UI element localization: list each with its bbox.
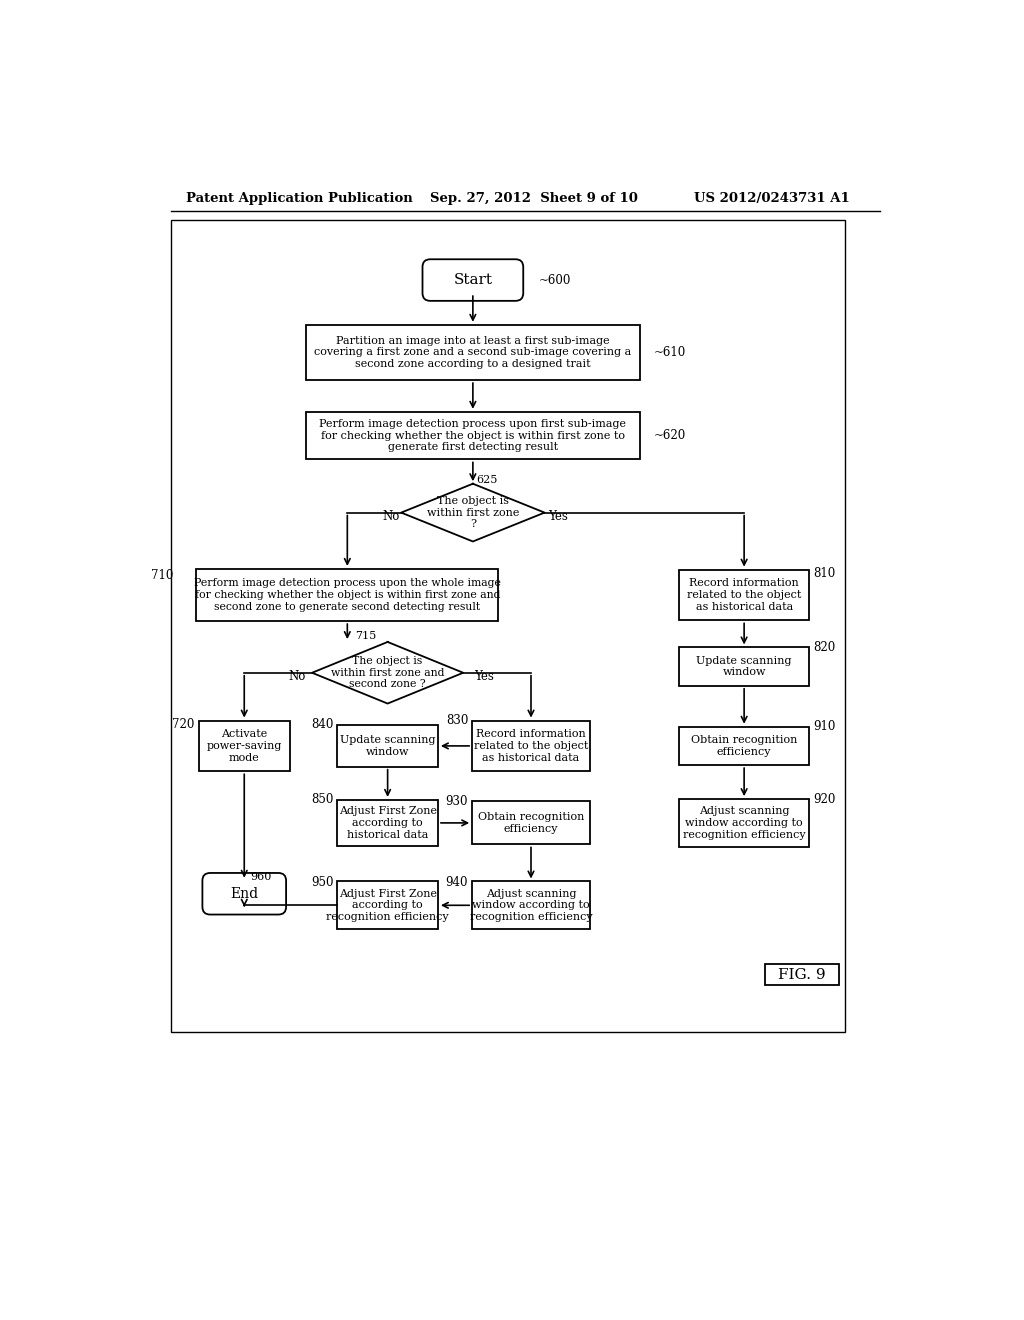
Text: End: End	[230, 887, 258, 900]
Text: No: No	[289, 671, 305, 684]
Text: Sep. 27, 2012  Sheet 9 of 10: Sep. 27, 2012 Sheet 9 of 10	[430, 191, 638, 205]
Text: 830: 830	[445, 714, 468, 727]
Text: 920: 920	[813, 793, 836, 807]
Text: 840: 840	[311, 718, 334, 731]
Text: Adjust First Zone
according to
historical data: Adjust First Zone according to historica…	[339, 807, 436, 840]
Text: 850: 850	[311, 793, 334, 807]
Text: Activate
power-saving
mode: Activate power-saving mode	[207, 730, 282, 763]
Bar	[679, 647, 809, 686]
Text: 950: 950	[311, 875, 334, 888]
Text: Obtain recognition
efficiency: Obtain recognition efficiency	[691, 735, 798, 756]
Text: Update scanning
window: Update scanning window	[340, 735, 435, 756]
Text: The object is
within first zone
?: The object is within first zone ?	[427, 496, 519, 529]
Bar	[679, 799, 809, 847]
Bar	[472, 882, 590, 929]
Bar	[765, 964, 839, 985]
Text: ~600: ~600	[539, 273, 571, 286]
Text: Patent Application Publication: Patent Application Publication	[186, 191, 413, 205]
Bar	[679, 570, 809, 620]
Bar	[337, 882, 438, 929]
Text: 720: 720	[172, 718, 195, 731]
Text: No: No	[383, 510, 400, 523]
Text: 625: 625	[476, 475, 498, 486]
Text: Perform image detection process upon first sub-image
for checking whether the ob: Perform image detection process upon fir…	[319, 418, 627, 453]
Text: Yes: Yes	[548, 510, 568, 523]
Bar	[171, 220, 845, 1032]
Text: 910: 910	[813, 721, 836, 733]
Text: Adjust scanning
window according to
recognition efficiency: Adjust scanning window according to reco…	[683, 807, 806, 840]
Polygon shape	[312, 642, 463, 704]
FancyBboxPatch shape	[423, 259, 523, 301]
Text: 820: 820	[813, 640, 836, 653]
Text: 960: 960	[251, 871, 271, 882]
Text: 810: 810	[813, 566, 836, 579]
Text: 930: 930	[445, 795, 468, 808]
Bar	[679, 726, 809, 766]
Text: 715: 715	[355, 631, 377, 640]
Text: Record information
related to the object
as historical data: Record information related to the object…	[687, 578, 802, 611]
Text: Perform image detection process upon the whole image
for checking whether the ob: Perform image detection process upon the…	[194, 578, 501, 611]
Bar	[199, 721, 290, 771]
Bar	[472, 721, 590, 771]
Text: ~620: ~620	[653, 429, 686, 442]
Text: Record information
related to the object
as historical data: Record information related to the object…	[474, 730, 588, 763]
Text: FIG. 9: FIG. 9	[778, 968, 826, 982]
Bar	[337, 800, 438, 846]
Polygon shape	[401, 483, 545, 541]
Text: Adjust First Zone
according to
recognition efficiency: Adjust First Zone according to recogniti…	[327, 888, 449, 921]
Text: Yes: Yes	[474, 671, 495, 684]
Bar	[472, 801, 590, 845]
Bar	[306, 412, 640, 459]
Text: Obtain recognition
efficiency: Obtain recognition efficiency	[478, 812, 584, 834]
Bar	[306, 325, 640, 380]
Text: Adjust scanning
window according to
recognition efficiency: Adjust scanning window according to reco…	[470, 888, 592, 921]
Text: 940: 940	[445, 875, 468, 888]
Bar	[337, 725, 438, 767]
Bar	[197, 569, 499, 622]
Text: Start: Start	[454, 273, 493, 286]
Text: The object is
within first zone and
second zone ?: The object is within first zone and seco…	[331, 656, 444, 689]
Text: 710: 710	[151, 569, 173, 582]
Text: Partition an image into at least a first sub-image
covering a first zone and a s: Partition an image into at least a first…	[314, 335, 632, 370]
FancyBboxPatch shape	[203, 873, 286, 915]
Text: ~610: ~610	[653, 346, 686, 359]
Text: US 2012/0243731 A1: US 2012/0243731 A1	[693, 191, 850, 205]
Text: Update scanning
window: Update scanning window	[696, 656, 792, 677]
